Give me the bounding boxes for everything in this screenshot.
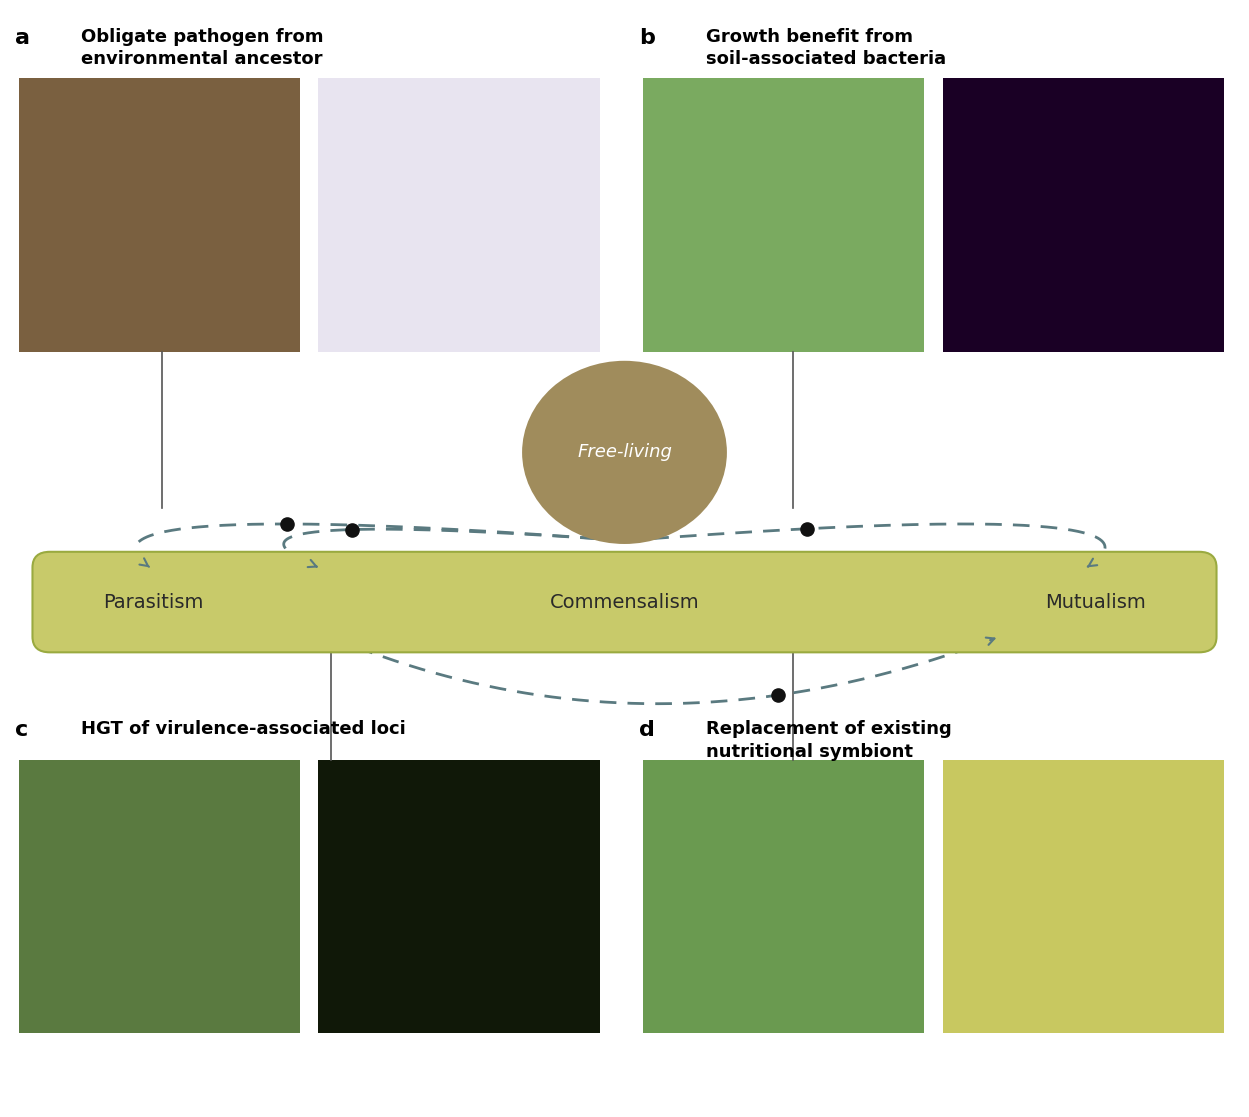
FancyBboxPatch shape: [643, 760, 924, 1033]
FancyBboxPatch shape: [318, 760, 600, 1033]
FancyBboxPatch shape: [19, 760, 300, 1033]
Text: b: b: [639, 28, 656, 48]
FancyBboxPatch shape: [643, 78, 924, 352]
Point: [797, 519, 817, 537]
FancyBboxPatch shape: [318, 78, 600, 352]
Text: Free-living: Free-living: [577, 443, 672, 461]
Text: a: a: [15, 28, 30, 48]
FancyBboxPatch shape: [943, 78, 1224, 352]
FancyBboxPatch shape: [943, 760, 1224, 1033]
Text: Commensalism: Commensalism: [550, 592, 699, 612]
Text: c: c: [15, 720, 29, 741]
Text: Parasitism: Parasitism: [104, 592, 204, 612]
Text: HGT of virulence-associated loci: HGT of virulence-associated loci: [81, 720, 406, 738]
Text: Growth benefit from
soil-associated bacteria: Growth benefit from soil-associated bact…: [706, 28, 945, 68]
Text: Obligate pathogen from
environmental ancestor: Obligate pathogen from environmental anc…: [81, 28, 323, 68]
Point: [768, 686, 788, 704]
Text: Mutualism: Mutualism: [1045, 592, 1147, 612]
Point: [342, 521, 362, 538]
FancyBboxPatch shape: [32, 552, 1217, 652]
Circle shape: [522, 361, 727, 544]
Text: d: d: [639, 720, 656, 741]
Text: Replacement of existing
nutritional symbiont: Replacement of existing nutritional symb…: [706, 720, 952, 761]
FancyBboxPatch shape: [19, 78, 300, 352]
Point: [276, 515, 296, 533]
